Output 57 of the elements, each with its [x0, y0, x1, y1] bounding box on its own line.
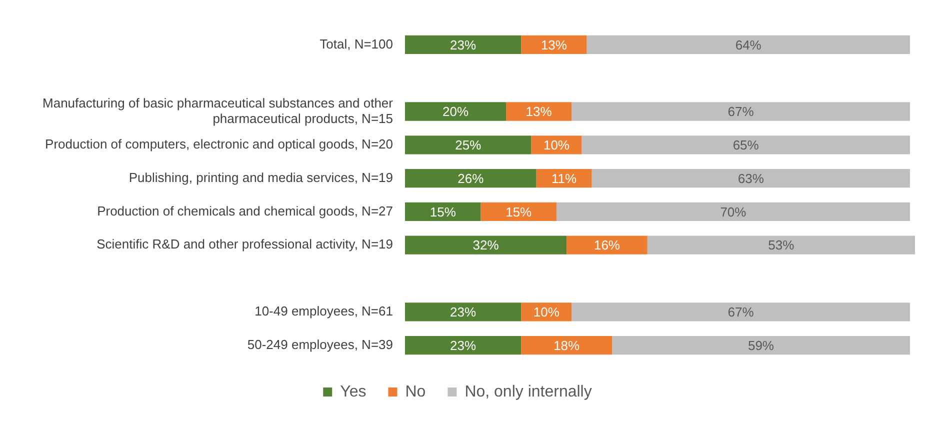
data-label: 67% [728, 304, 754, 320]
bar [506, 102, 572, 121]
data-label: 25% [455, 137, 482, 152]
bar [480, 202, 556, 222]
y-tick-label: Manufacturing of basic pharmaceutical substances and other pharmaceutical products, N=15 [42, 95, 394, 126]
data-label: 59% [748, 338, 774, 353]
bar [647, 236, 915, 254]
data-label: 11% [552, 170, 578, 186]
data-label: 10% [543, 137, 570, 152]
bar [405, 236, 567, 254]
legend-label: No, only internally [464, 383, 592, 400]
legend-label: No [405, 383, 426, 400]
bar [521, 336, 612, 355]
bar [405, 35, 522, 54]
data-label: 64% [735, 37, 762, 52]
y-tick-label: 10-49 employees, N=61 [254, 303, 393, 318]
data-label: 13% [540, 37, 568, 52]
data-label: 13% [526, 104, 552, 120]
data-label: 65% [732, 137, 760, 152]
y-tick-label: Scientific R&D and other professional activity, N=19 [96, 236, 393, 252]
data-label: 20% [442, 104, 469, 120]
bar [612, 336, 910, 355]
data-label: 16% [594, 238, 620, 253]
bar [405, 302, 522, 322]
legend-label: Yes [340, 383, 366, 400]
data-label: 23% [450, 304, 477, 320]
y-tick-label: Production of computers, electronic and optical goods, N=20 [45, 136, 393, 152]
bar [556, 202, 910, 222]
data-label: 26% [458, 170, 484, 186]
bar [405, 202, 481, 222]
bar [592, 168, 910, 188]
bar [536, 168, 592, 188]
data-label: 32% [472, 238, 500, 253]
bar [405, 336, 522, 355]
data-label: 15% [430, 204, 456, 220]
data-label: 53% [768, 238, 795, 253]
bar [586, 35, 910, 54]
bar [572, 302, 910, 322]
y-tick-label: Total, N=100 [320, 36, 393, 52]
data-label: 67% [728, 104, 754, 120]
bar [572, 102, 910, 121]
bar [405, 136, 532, 154]
bar [405, 102, 506, 121]
y-tick-label: Publishing, printing and media services, N=19 [128, 170, 393, 185]
data-label: 63% [738, 170, 764, 186]
data-label: 18% [554, 338, 580, 353]
y-tick-label: Production of chemicals and chemical goods, N=27 [97, 203, 393, 218]
bar [405, 168, 536, 188]
bar [582, 136, 910, 154]
data-label: 10% [533, 304, 560, 320]
data-label: 15% [506, 204, 532, 220]
bar [521, 35, 587, 54]
bar [566, 236, 648, 254]
data-label: 23% [450, 37, 477, 52]
data-label: 70% [720, 204, 747, 220]
y-tick-label: 50-249 employees, N=39 [247, 336, 393, 352]
data-label: 23% [450, 338, 477, 353]
